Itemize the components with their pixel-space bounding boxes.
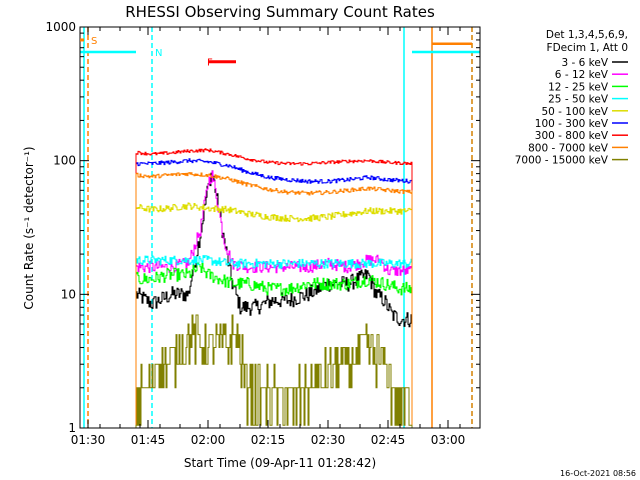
y-axis-label: Count Rate (s⁻¹ detector⁻¹) xyxy=(22,146,36,309)
legend-label: 3 - 6 keV xyxy=(561,57,608,69)
flag-f: F xyxy=(207,58,213,69)
series-line-3 xyxy=(135,255,413,428)
x-axis-label: Start Time (09-Apr-11 01:28:42) xyxy=(184,456,376,470)
legend-header-line-1: Det 1,3,4,5,6,9, xyxy=(546,29,628,41)
y-tick-label: 1000 xyxy=(45,20,76,34)
legend: Det 1,3,4,5,6,9, FDecim 1, Att 0 3 - 6 k… xyxy=(515,29,628,167)
series-line-0 xyxy=(135,170,413,428)
x-tick-label: 01:45 xyxy=(131,433,166,447)
legend-label: 25 - 50 keV xyxy=(548,94,609,106)
x-tick-label: 01:30 xyxy=(71,433,106,447)
series-line-2 xyxy=(135,262,413,428)
y-tick-label: 100 xyxy=(53,154,76,168)
x-tick-label: 02:45 xyxy=(371,433,406,447)
x-tick-label: 02:15 xyxy=(251,433,286,447)
legend-label: 800 - 7000 keV xyxy=(528,142,609,154)
x-tick-label: 03:00 xyxy=(431,433,466,447)
legend-label: 100 - 300 keV xyxy=(535,118,609,130)
series-line-5 xyxy=(135,158,413,428)
legend-label: 12 - 25 keV xyxy=(548,81,609,93)
generation-timestamp: 16-Oct-2021 08:56 xyxy=(560,469,636,478)
legend-label: 6 - 12 keV xyxy=(555,69,609,81)
series-line-8 xyxy=(135,314,413,428)
y-axis: 1 10 100 1000 xyxy=(45,20,480,435)
flag-s: S xyxy=(91,36,97,47)
series-line-4 xyxy=(135,202,413,428)
y-tick-label: 10 xyxy=(61,287,76,301)
plot-frame xyxy=(79,26,481,429)
x-axis: 01:30 01:45 02:00 02:15 02:30 02:45 03:00 xyxy=(71,27,481,447)
x-tick-label: 02:30 xyxy=(311,433,346,447)
legend-label: 7000 - 15000 keV xyxy=(515,155,609,167)
series-line-6 xyxy=(135,148,413,428)
series-line-7 xyxy=(135,172,413,428)
series-layer xyxy=(135,148,413,428)
chart-title: RHESSI Observing Summary Count Rates xyxy=(125,3,435,21)
legend-label: 50 - 100 keV xyxy=(541,106,608,118)
legend-label: 300 - 800 keV xyxy=(535,130,609,142)
flag-n: N xyxy=(155,48,162,59)
legend-header-line-2: FDecim 1, Att 0 xyxy=(547,42,628,54)
overlay-layer xyxy=(80,27,480,428)
x-tick-label: 02:00 xyxy=(191,433,226,447)
y-tick-label: 1 xyxy=(68,421,76,435)
